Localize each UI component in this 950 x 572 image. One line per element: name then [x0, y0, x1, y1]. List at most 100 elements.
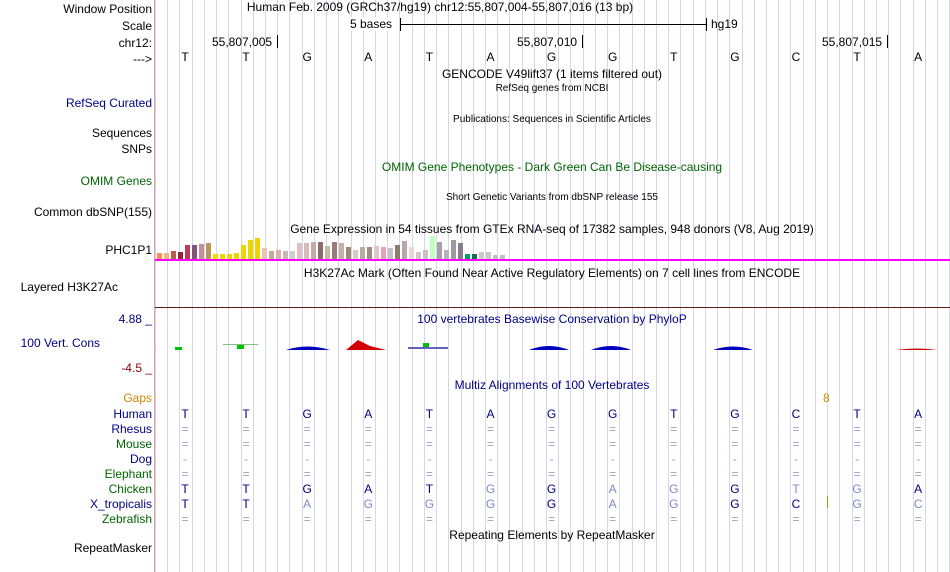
gtex-tissue-bar[interactable]	[395, 245, 400, 259]
alignment-base: G	[302, 482, 312, 496]
grid-line	[473, 0, 474, 572]
gtex-tissue-bar[interactable]	[248, 240, 253, 259]
alignment-base: =	[486, 437, 494, 451]
position-tick-mark-2	[582, 35, 583, 48]
alignment-base: =	[303, 422, 311, 436]
gtex-tissue-bar[interactable]	[318, 242, 323, 259]
reference-base: T	[425, 50, 434, 64]
species-label-dog[interactable]: Dog	[129, 452, 152, 466]
gtex-tissue-bar[interactable]	[430, 236, 435, 259]
h3k27ac-track-label[interactable]: Layered H3K27Ac	[20, 280, 118, 294]
gtex-tissue-bar[interactable]	[472, 254, 477, 259]
grid-line	[937, 0, 938, 572]
gtex-tissue-bar[interactable]	[185, 245, 190, 259]
gtex-tissue-bar[interactable]	[262, 248, 267, 259]
assembly-position-text: Human Feb. 2009 (GRCh37/hg19) chr12:55,8…	[246, 0, 634, 14]
gtex-tissue-bar[interactable]	[339, 243, 344, 259]
gtex-tissue-bar[interactable]	[367, 247, 372, 259]
omim-track-label[interactable]: OMIM Genes	[80, 174, 152, 188]
gtex-gene-bar[interactable]	[155, 259, 950, 261]
gtex-tissue-bar[interactable]	[178, 252, 183, 259]
gtex-tissue-bar[interactable]	[213, 254, 218, 259]
position-tick-2: 55,807,010	[517, 35, 578, 49]
gtex-tissue-bar[interactable]	[444, 250, 449, 259]
alignment-base: =	[181, 512, 189, 526]
phylop-max-label: 4.88 _	[118, 312, 152, 326]
alignment-base: =	[242, 467, 250, 481]
alignment-base: =	[303, 512, 311, 526]
gtex-tissue-bar[interactable]	[346, 247, 351, 259]
phylop-track-label[interactable]: 100 Vert. Cons	[20, 336, 100, 350]
gtex-tissue-bar[interactable]	[290, 251, 295, 259]
gtex-tissue-bar[interactable]	[192, 245, 197, 259]
gtex-tissue-bar[interactable]	[206, 243, 211, 259]
reference-base: G	[546, 50, 557, 64]
gtex-tissue-bar[interactable]	[437, 242, 442, 259]
gtex-tissue-bar[interactable]	[234, 253, 239, 259]
gtex-tissue-bar[interactable]	[332, 242, 337, 259]
gtex-tissue-bar[interactable]	[171, 251, 176, 259]
gtex-tissue-bar[interactable]	[381, 247, 386, 259]
gtex-tissue-bar[interactable]	[157, 253, 162, 259]
gtex-tissue-bar[interactable]	[227, 254, 232, 259]
gtex-tissue-bar[interactable]	[374, 246, 379, 259]
species-label-human[interactable]: Human	[113, 407, 152, 421]
gtex-tissue-bar[interactable]	[423, 250, 428, 259]
alignment-base: T	[242, 482, 250, 496]
repeatmasker-track-label[interactable]: RepeatMasker	[73, 541, 152, 555]
gtex-tissue-bar[interactable]	[493, 255, 498, 259]
grid-line	[399, 0, 400, 572]
gtex-tissue-bar[interactable]	[276, 250, 281, 259]
gtex-tissue-bar[interactable]	[241, 245, 246, 259]
gtex-tissue-bar[interactable]	[297, 243, 302, 259]
phylop-signal[interactable]	[155, 336, 950, 356]
gtex-tissue-bar[interactable]	[325, 246, 330, 259]
gtex-tissue-bar[interactable]	[486, 252, 491, 259]
species-label-x_tropicalis[interactable]: X_tropicalis	[89, 497, 152, 511]
gtex-tissue-bar[interactable]	[409, 247, 414, 259]
gtex-tissue-bar[interactable]	[220, 254, 225, 259]
gtex-tissue-bar[interactable]	[199, 244, 204, 259]
alignment-base: G	[485, 497, 496, 511]
gtex-tissue-bar[interactable]	[164, 253, 169, 259]
gtex-tissue-bar[interactable]	[255, 238, 260, 259]
sequences-track-label[interactable]: Sequences	[91, 126, 152, 140]
gtex-tissue-bar[interactable]	[500, 255, 505, 259]
alignment-base: =	[792, 437, 800, 451]
gtex-tissue-bar[interactable]	[479, 252, 484, 259]
gtex-tissue-bar[interactable]	[388, 248, 393, 259]
dbsnp-track-label[interactable]: Common dbSNP(155)	[33, 205, 152, 219]
dbsnp-track-title: Short Genetic Variants from dbSNP releas…	[446, 192, 658, 203]
snps-track-label[interactable]: SNPs	[121, 142, 152, 156]
gtex-tissue-bar[interactable]	[458, 243, 463, 259]
gtex-tissue-bar[interactable]	[451, 240, 456, 259]
grid-line	[326, 0, 327, 572]
gtex-tissue-bar[interactable]	[353, 250, 358, 259]
gtex-tissue-bar[interactable]	[360, 247, 365, 259]
gtex-gene-label[interactable]: PHC1P1	[105, 243, 152, 257]
alignment-base: G	[730, 482, 740, 496]
gtex-tissue-bar[interactable]	[311, 242, 316, 259]
species-label-chicken[interactable]: Chicken	[108, 482, 152, 496]
species-label-zebrafish[interactable]: Zebrafish	[101, 512, 152, 526]
species-label-elephant[interactable]: Elephant	[104, 467, 152, 481]
position-tick-1: 55,807,005	[212, 35, 273, 49]
track-area[interactable]: Human Feb. 2009 (GRCh37/hg19) chr12:55,8…	[155, 0, 950, 572]
grid-line	[558, 0, 559, 572]
gtex-tissue-bar[interactable]	[465, 254, 470, 259]
grid-line	[167, 0, 168, 572]
gtex-expression-bars[interactable]	[157, 236, 517, 259]
species-label-mouse[interactable]: Mouse	[115, 437, 152, 451]
gtex-tissue-bar[interactable]	[304, 243, 309, 259]
species-label-rhesus[interactable]: Rhesus	[111, 422, 152, 436]
refseq-track-label[interactable]: RefSeq Curated	[65, 96, 152, 110]
grid-line	[583, 0, 584, 572]
reference-base: G	[608, 50, 618, 64]
alignment-base: =	[181, 467, 189, 481]
gtex-tissue-bar[interactable]	[402, 241, 407, 259]
gtex-tissue-bar[interactable]	[416, 252, 421, 259]
gtex-tissue-bar[interactable]	[283, 251, 288, 259]
gtex-tissue-bar[interactable]	[269, 251, 274, 259]
grid-line	[546, 0, 547, 572]
grid-line	[155, 0, 156, 572]
